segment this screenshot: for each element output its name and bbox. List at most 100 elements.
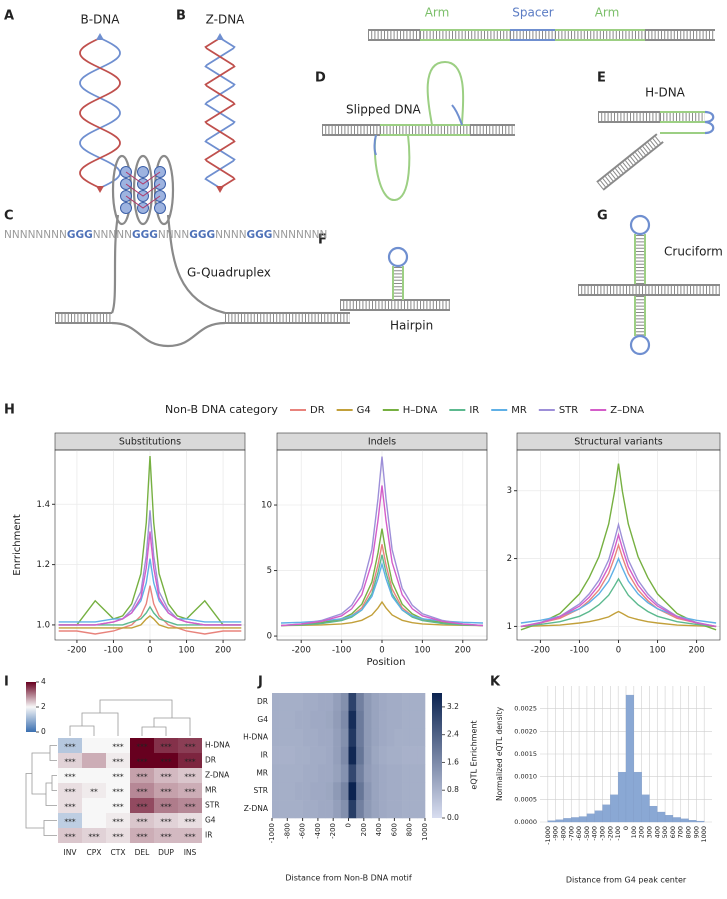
heat-cell — [82, 783, 106, 798]
heat-cell — [58, 738, 82, 753]
legend-label: G4 — [357, 405, 371, 416]
x-tick-label: 100 — [414, 646, 430, 656]
series-line — [58, 558, 242, 623]
significance: *** — [160, 773, 172, 782]
colorbar-title: eQTL Enrichment — [470, 720, 479, 789]
y-tick-label: 0.0000 — [514, 818, 537, 826]
histogram-bar — [618, 771, 627, 823]
significance: ** — [90, 788, 98, 797]
heat-cell — [417, 710, 426, 730]
heat-cell — [294, 728, 303, 747]
heat-cell — [356, 800, 365, 819]
heat-cell — [178, 753, 202, 768]
x-tick-label: 600 — [669, 826, 677, 838]
heat-cell — [348, 746, 357, 765]
heat-cell — [310, 764, 319, 783]
legend-label: IR — [469, 405, 479, 416]
heat-cell — [154, 798, 178, 813]
x-tick-label: -600 — [299, 823, 307, 839]
histogram-bar — [688, 820, 697, 823]
heat-cell — [379, 746, 388, 765]
heat-cell — [340, 728, 349, 747]
facet-title: Structural variants — [574, 437, 663, 448]
loop — [373, 134, 411, 201]
series-line — [58, 605, 242, 626]
heat-cell — [58, 813, 82, 828]
x-tick-label: 800 — [685, 826, 693, 838]
heat-cell — [333, 746, 342, 765]
heat-cell — [106, 738, 130, 753]
series-line — [520, 577, 717, 628]
heat-cell — [371, 710, 380, 730]
heat-cell — [340, 782, 349, 801]
x-tick-label: 100 — [649, 646, 665, 656]
heat-cell — [402, 728, 410, 747]
heat-cell — [371, 764, 380, 783]
x-tick-label: -100 — [570, 646, 589, 656]
panel-label: B — [176, 9, 186, 24]
y-tick-label: 0.0025 — [514, 705, 537, 713]
heat-cell — [154, 753, 178, 768]
significance: *** — [160, 758, 172, 767]
x-tick-label: 700 — [677, 826, 685, 838]
heat-cell — [178, 768, 202, 783]
heat-cell — [287, 693, 296, 712]
heat-cell — [386, 710, 395, 730]
heat-cell — [279, 764, 288, 783]
y-tick-label: 1.0 — [36, 620, 50, 630]
significance: *** — [184, 788, 196, 797]
row-label: MR — [205, 786, 217, 795]
heat-cell — [106, 768, 130, 783]
heat-cell — [379, 800, 388, 819]
heat-cell — [356, 728, 365, 747]
significance: *** — [184, 758, 196, 767]
x-tick-label: -800 — [283, 823, 291, 839]
diagram-title: Cruciform — [664, 245, 723, 259]
heat-cell — [348, 728, 357, 747]
heat-cell — [302, 693, 311, 712]
quad-loop — [111, 154, 133, 226]
heat-cell — [294, 710, 303, 730]
series-line — [58, 585, 242, 635]
colorbar-label: 0.8 — [447, 785, 459, 794]
column-label: DEL — [135, 848, 151, 857]
heat-cell — [106, 753, 130, 768]
heat-cell — [272, 693, 280, 712]
significance: *** — [112, 758, 124, 767]
heat-cell — [294, 782, 303, 801]
significance: *** — [64, 758, 76, 767]
heat-cell — [325, 764, 334, 783]
heat-cell — [394, 800, 403, 819]
heat-cell — [272, 800, 280, 819]
significance: *** — [136, 743, 148, 752]
quad-loop — [153, 154, 175, 226]
y-tick-label: 1.2 — [36, 560, 50, 570]
significance: *** — [64, 743, 76, 752]
panel-border — [276, 449, 488, 641]
heat-cell — [302, 764, 311, 783]
y-tick-label: 0 — [267, 632, 272, 642]
x-axis-title: Position — [367, 657, 406, 668]
row-label: MR — [256, 768, 268, 777]
heat-cell — [317, 764, 326, 783]
row-label: Z-DNA — [205, 771, 230, 780]
tetrad-bonds — [125, 171, 161, 209]
diagrams — [55, 29, 720, 356]
heat-cell — [130, 828, 154, 843]
heat-cell — [348, 693, 357, 712]
dna-strand — [602, 141, 664, 191]
heat-cell — [386, 728, 395, 747]
heat-cell — [325, 728, 334, 747]
row-label: IR — [205, 831, 212, 840]
loop — [629, 334, 651, 356]
heat-cell — [379, 764, 388, 783]
heat-cell — [394, 746, 403, 765]
heat-cell — [82, 813, 106, 828]
heat-cell — [130, 753, 154, 768]
diagram-title: B-DNA — [81, 13, 121, 27]
heat-cell — [130, 768, 154, 783]
y-tick-label: 5 — [267, 566, 272, 576]
x-tick-label: 0 — [622, 826, 630, 830]
arrowhead — [216, 186, 224, 193]
row-label: DR — [205, 756, 216, 765]
